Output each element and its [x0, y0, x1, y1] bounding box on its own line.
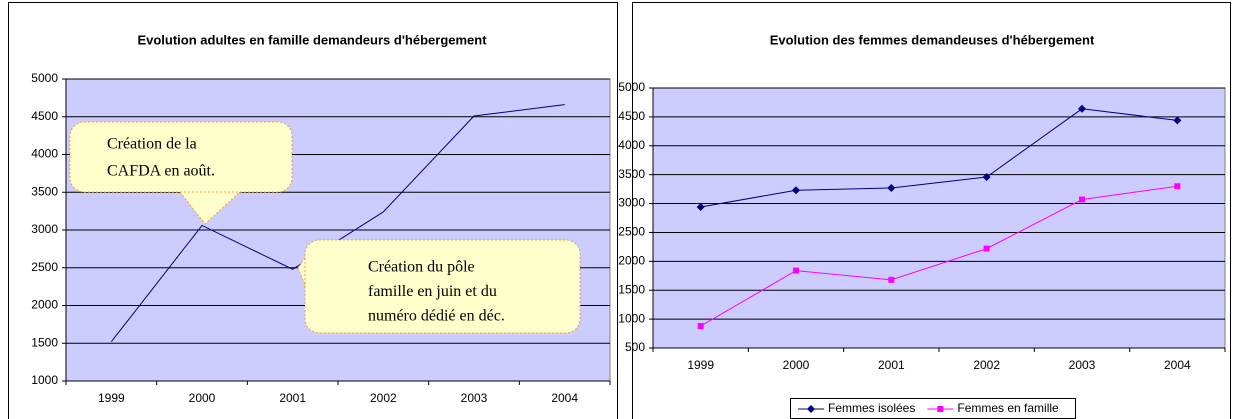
annotation: numéro dédié en déc. — [368, 308, 505, 325]
y-tick-label: 5000 — [618, 80, 645, 94]
marker — [887, 183, 896, 192]
marker — [983, 245, 990, 252]
x-tick-label: 2004 — [551, 391, 578, 405]
y-tick-label: 3000 — [618, 196, 645, 210]
chart-title: Evolution des femmes demandeuses d'héber… — [770, 32, 1095, 47]
y-tick-label: 500 — [625, 340, 645, 354]
marker — [1173, 116, 1182, 125]
marker — [807, 405, 815, 413]
legend-label: Femmes isolées — [828, 401, 915, 415]
callout — [304, 239, 581, 334]
x-tick-label: 2003 — [461, 391, 488, 405]
y-tick-label: 4000 — [31, 147, 58, 161]
y-tick-label: 4500 — [31, 109, 58, 123]
x-tick-label: 2002 — [370, 391, 397, 405]
x-tick-label: 2000 — [189, 391, 216, 405]
y-tick-label: 4000 — [618, 138, 645, 152]
y-tick-label: 2000 — [31, 298, 58, 312]
y-tick-label: 1500 — [618, 282, 645, 296]
marker — [792, 186, 800, 195]
x-tick-label: 1999 — [687, 358, 714, 372]
x-tick-label: 2000 — [783, 358, 810, 372]
series-line — [700, 108, 1178, 208]
marker — [1079, 196, 1085, 203]
y-tick-label: 1500 — [31, 335, 58, 349]
x-tick-label: 2001 — [878, 358, 905, 372]
marker — [793, 267, 799, 274]
annotation: Création du pôle — [368, 259, 475, 276]
y-tick-label: 2500 — [31, 260, 58, 274]
series-line — [700, 185, 1178, 327]
marker — [982, 172, 991, 181]
y-tick-label: 2000 — [618, 254, 645, 268]
annotation: CAFDA en août. — [107, 163, 215, 180]
y-tick-label: 3500 — [618, 167, 645, 181]
marker — [697, 323, 704, 330]
marker — [937, 406, 944, 412]
marker — [888, 276, 895, 283]
legend-label: Femmes en famille — [957, 401, 1059, 415]
annotation: Création de la — [107, 136, 197, 153]
y-tick-label: 2500 — [618, 225, 645, 239]
marker — [696, 203, 705, 212]
callout — [69, 121, 293, 193]
x-tick-label: 2001 — [279, 391, 306, 405]
chart-title: Evolution adultes en famille demandeurs … — [137, 32, 487, 47]
callout — [297, 257, 306, 286]
x-tick-label: 2003 — [1069, 358, 1096, 372]
y-tick-label: 1000 — [31, 373, 58, 387]
x-tick-label: 2004 — [1164, 358, 1191, 372]
plot-area — [652, 87, 1226, 349]
annotation: famille en juin et du — [368, 283, 497, 300]
y-tick-label: 3000 — [31, 222, 58, 236]
marker — [1174, 183, 1181, 190]
marker — [1078, 104, 1086, 113]
y-tick-label: 1000 — [618, 311, 645, 325]
callout — [179, 191, 241, 225]
x-tick-label: 2002 — [973, 358, 1000, 372]
y-tick-label: 4500 — [618, 109, 645, 123]
x-tick-label: 1999 — [98, 391, 125, 405]
y-tick-label: 3500 — [31, 184, 58, 198]
y-tick-label: 5000 — [31, 71, 58, 85]
